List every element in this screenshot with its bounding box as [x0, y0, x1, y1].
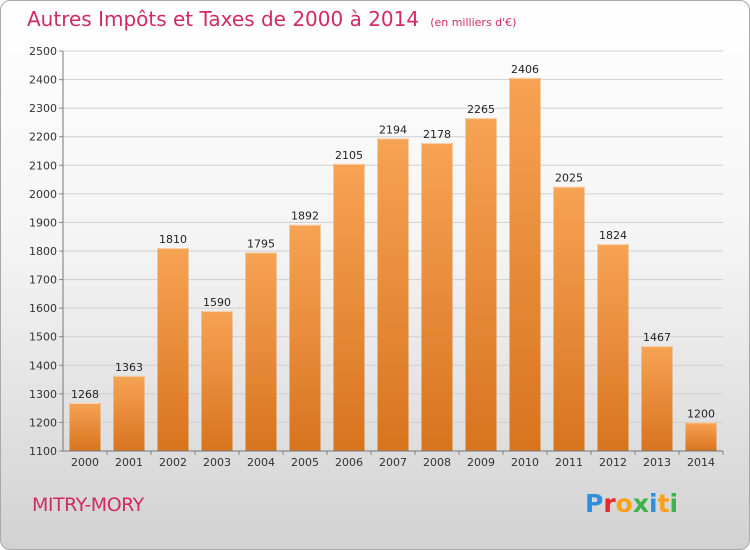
x-tick-label: 2007 [379, 456, 407, 469]
y-tick-label: 1700 [29, 274, 57, 287]
bar-2001 [113, 375, 145, 451]
x-axis-ticks: 2000 2001 2002 2003 2004 2005 2006 2007 2008 2009… [71, 451, 724, 469]
y-tick-label: 1900 [29, 216, 57, 229]
logo-letter: r [603, 489, 616, 518]
x-tick-label: 2003 [203, 456, 231, 469]
y-tick-label: 1600 [29, 302, 57, 315]
chart-subtitle: (en milliers d'€) [430, 16, 517, 29]
bar-2006 [333, 163, 365, 451]
y-tick-label: 1500 [29, 331, 57, 344]
logo-letter: i [669, 489, 679, 518]
value-label: 2025 [555, 172, 583, 185]
value-label: 2406 [511, 63, 539, 76]
bar-2000 [69, 403, 101, 451]
x-tick-label: 2011 [555, 456, 583, 469]
logo-letter: t [657, 489, 670, 518]
title-block: Autres Impôts et Taxes de 2000 à 2014 (e… [27, 7, 516, 31]
value-label: 2178 [423, 128, 451, 141]
logo-letter: i [649, 489, 658, 518]
bar-2004 [245, 252, 277, 451]
value-label: 1467 [643, 331, 671, 344]
town-name: MITRY-MORY [32, 494, 144, 516]
bar-2008 [421, 143, 453, 451]
bar-2009 [465, 118, 497, 452]
x-tick-label: 2004 [247, 456, 275, 469]
y-tick-label: 1300 [29, 388, 57, 401]
logo-letter: P [585, 489, 604, 518]
x-tick-label: 2012 [599, 456, 627, 469]
value-label: 1268 [71, 388, 99, 401]
y-tick-label: 1100 [29, 445, 57, 458]
y-tick-label: 1800 [29, 245, 57, 258]
value-label: 2105 [335, 149, 363, 162]
x-tick-label: 2009 [467, 456, 495, 469]
bar-2007 [377, 138, 409, 451]
bar-2010 [509, 77, 541, 451]
y-tick-label: 2400 [29, 74, 57, 87]
logo-letter: o [615, 489, 633, 518]
value-label: 1892 [291, 210, 319, 223]
x-tick-label: 2002 [159, 456, 187, 469]
value-label: 1200 [687, 407, 715, 420]
y-tick-label: 2000 [29, 188, 57, 201]
x-tick-label: 2000 [71, 456, 99, 469]
bar-2005 [289, 224, 321, 451]
value-label: 1590 [203, 296, 231, 309]
x-tick-label: 2006 [335, 456, 363, 469]
y-tick-label: 2300 [29, 102, 57, 115]
proxiti-logo: Proxiti [585, 489, 678, 518]
chart-title: Autres Impôts et Taxes de 2000 à 2014 [27, 7, 420, 31]
value-label: 1824 [599, 229, 627, 242]
x-tick-label: 2014 [687, 456, 715, 469]
bar-2012 [597, 244, 629, 451]
y-tick-label: 1200 [29, 416, 57, 429]
x-tick-label: 2001 [115, 456, 143, 469]
x-tick-label: 2005 [291, 456, 319, 469]
x-tick-label: 2010 [511, 456, 539, 469]
bars [69, 77, 717, 452]
value-labels: 1268 1363 1810 1590 1795 1892 2105 2194 2178 2265… [71, 63, 715, 421]
y-axis-ticks: 1100 1200 1300 1400 1500 1600 1700 1800 1900 2000… [29, 45, 63, 458]
value-label: 2194 [379, 123, 407, 136]
x-tick-label: 2008 [423, 456, 451, 469]
value-label: 2265 [467, 103, 495, 116]
y-tick-label: 2500 [29, 45, 57, 58]
bar-2011 [553, 186, 585, 451]
bar-2002 [157, 248, 189, 451]
y-tick-label: 2100 [29, 159, 57, 172]
bar-2013 [641, 346, 673, 451]
logo-letter: x [632, 489, 649, 518]
x-tick-label: 2013 [643, 456, 671, 469]
bar-2014 [685, 422, 717, 451]
value-label: 1363 [115, 361, 143, 374]
y-tick-label: 1400 [29, 359, 57, 372]
value-label: 1810 [159, 233, 187, 246]
value-label: 1795 [247, 237, 275, 250]
y-tick-label: 2200 [29, 131, 57, 144]
bar-2003 [201, 311, 233, 451]
